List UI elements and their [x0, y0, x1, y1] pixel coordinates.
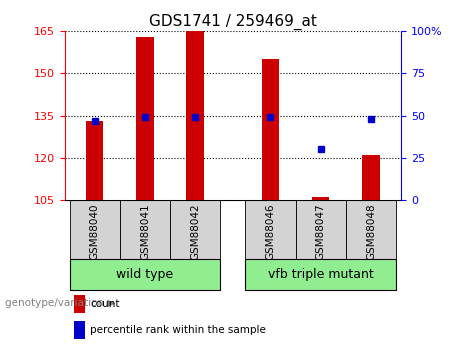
Bar: [362, 155, 380, 200]
Bar: [262, 59, 279, 200]
Bar: [74, 321, 85, 339]
Bar: [74, 295, 85, 313]
Bar: [70, 259, 220, 290]
Text: GSM88042: GSM88042: [190, 203, 200, 260]
Bar: [136, 37, 154, 200]
Bar: [245, 200, 296, 259]
Text: GSM88041: GSM88041: [140, 203, 150, 260]
Text: genotype/variation ▶: genotype/variation ▶: [5, 298, 115, 308]
Bar: [245, 259, 396, 290]
Bar: [346, 200, 396, 259]
Bar: [70, 200, 120, 259]
Bar: [186, 31, 204, 200]
Bar: [296, 200, 346, 259]
Text: GSM88047: GSM88047: [316, 203, 326, 260]
Title: GDS1741 / 259469_at: GDS1741 / 259469_at: [149, 13, 317, 30]
Text: GSM88048: GSM88048: [366, 203, 376, 260]
Text: wild type: wild type: [116, 268, 173, 281]
Text: GSM88046: GSM88046: [266, 203, 276, 260]
Bar: [312, 197, 330, 200]
Bar: [86, 121, 103, 200]
Bar: [170, 200, 220, 259]
Text: GSM88040: GSM88040: [90, 203, 100, 259]
Text: percentile rank within the sample: percentile rank within the sample: [90, 325, 266, 335]
Text: vfb triple mutant: vfb triple mutant: [268, 268, 373, 281]
Bar: [120, 200, 170, 259]
Text: count: count: [90, 299, 119, 309]
